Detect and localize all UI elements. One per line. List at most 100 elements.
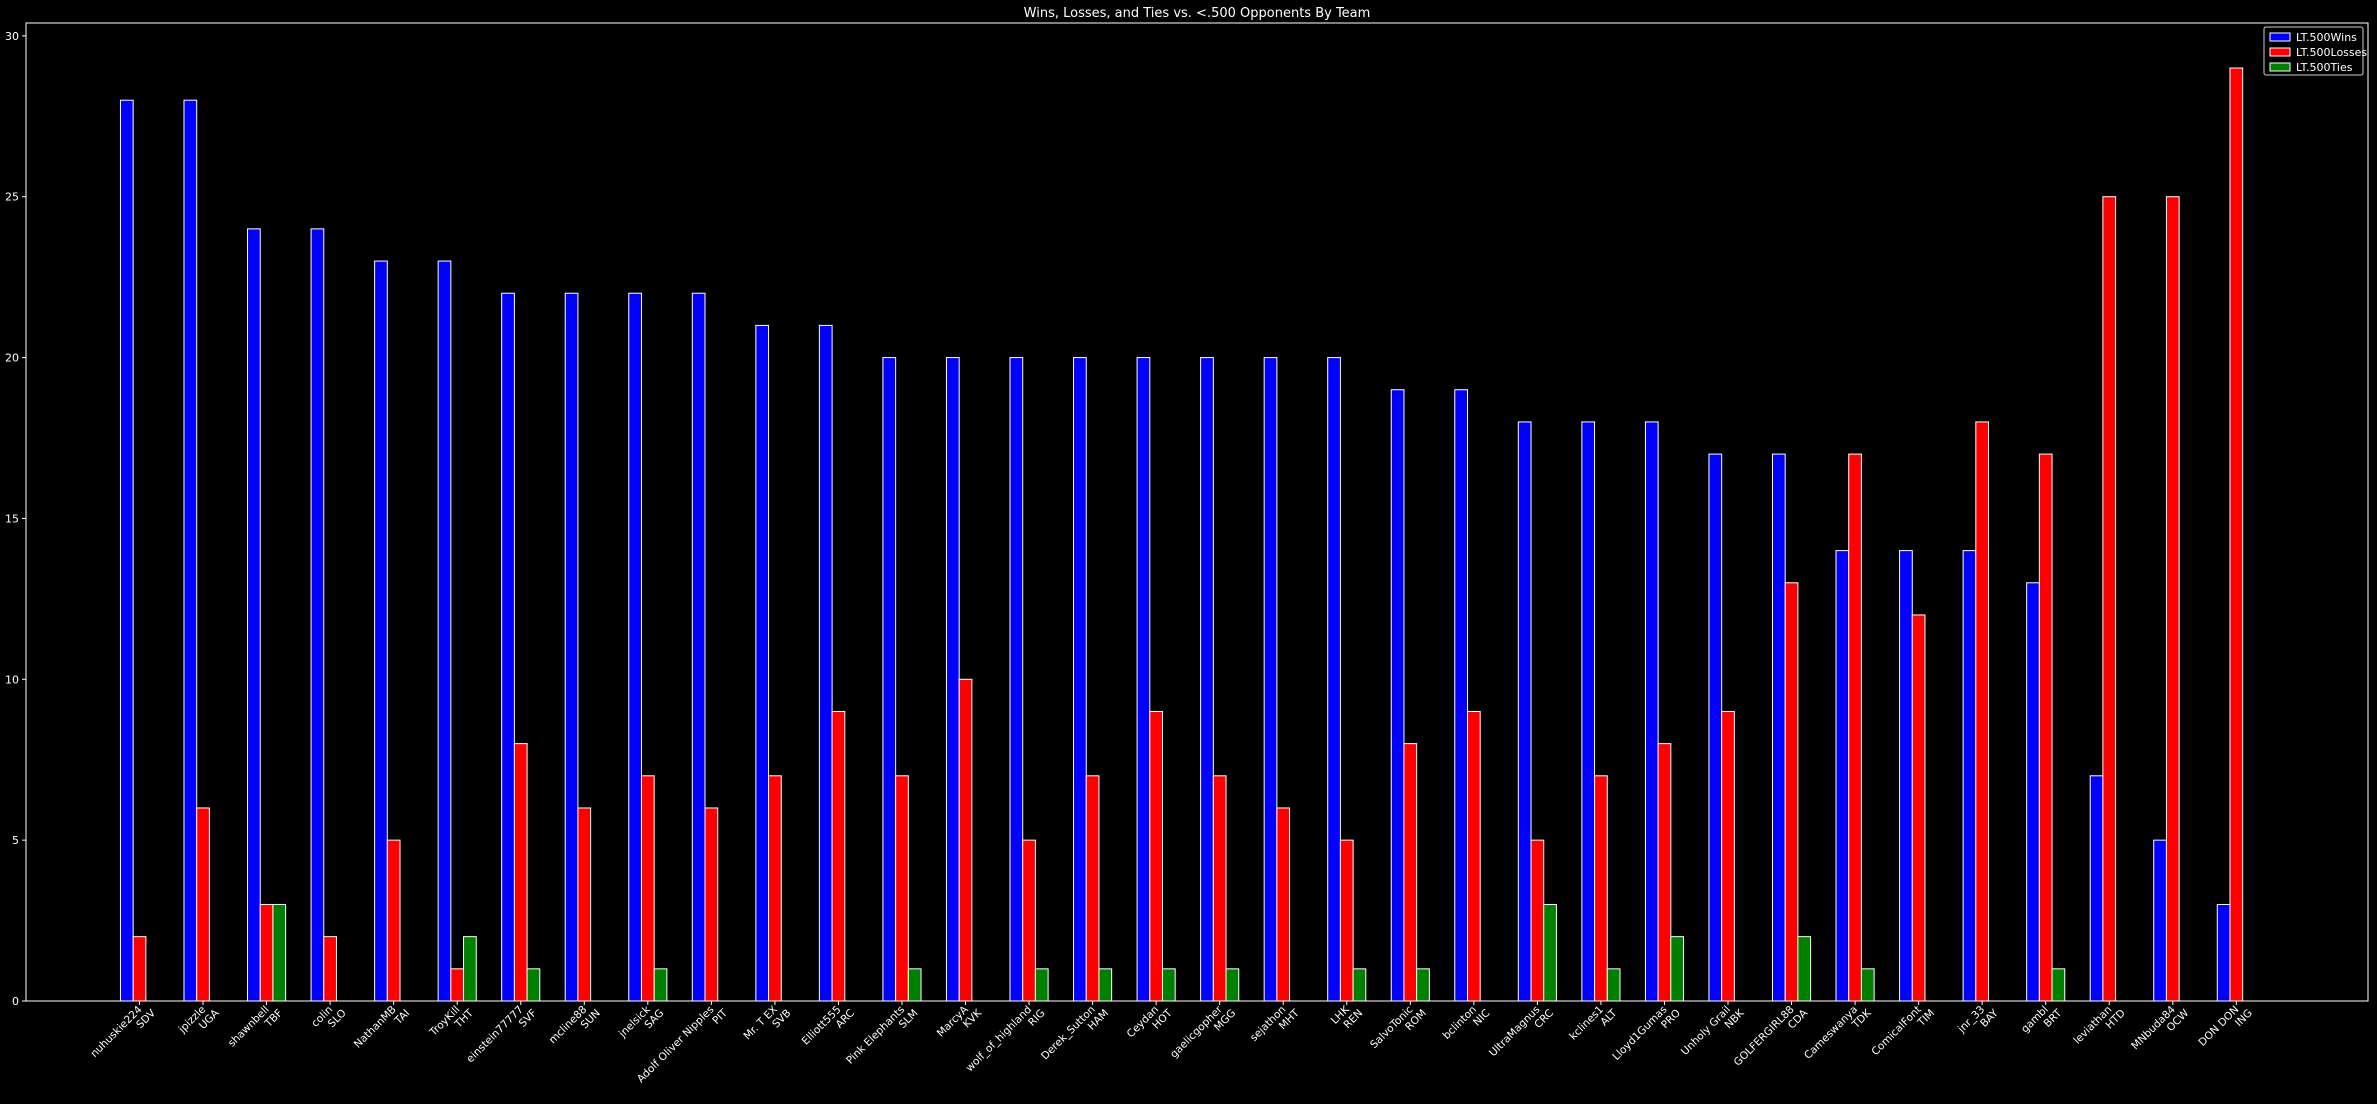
y-tick-label: 25: [5, 191, 19, 204]
bar-lt-500ties: [463, 936, 477, 1002]
bar-lt-500losses: [1085, 775, 1100, 1002]
bar-lt-500losses: [1022, 839, 1036, 1002]
bar-lt-500losses: [768, 775, 782, 1002]
bar-lt-500losses: [577, 807, 592, 1002]
y-tick-label: 10: [5, 673, 19, 686]
bar-lt-500losses: [2229, 67, 2244, 1002]
bar-lt-500losses: [450, 968, 465, 1002]
bar-lt-500wins: [437, 260, 452, 1002]
bar-lt-500ties: [653, 968, 668, 1002]
bar-lt-500wins: [1263, 357, 1278, 1002]
bar-lt-500losses: [1721, 710, 1735, 1002]
bar-lt-500losses: [895, 775, 909, 1002]
bar-lt-500losses: [196, 807, 210, 1002]
y-tick-label: 0: [12, 995, 19, 1008]
y-tick-label: 20: [5, 352, 19, 365]
bar-lt-500losses: [1848, 453, 1862, 1002]
bar-lt-500wins: [1644, 421, 1659, 1002]
bar-lt-500wins: [564, 292, 579, 1002]
bar-lt-500wins: [1835, 550, 1850, 1002]
bar-lt-500ties: [526, 968, 541, 1002]
bar-lt-500wins: [755, 324, 770, 1002]
bar-lt-500ties: [1670, 936, 1685, 1002]
bar-lt-500ties: [1797, 936, 1812, 1002]
bar-lt-500losses: [1276, 807, 1291, 1002]
bar-lt-500ties: [1098, 968, 1113, 1002]
bar-lt-500ties: [1416, 968, 1430, 1002]
bar-lt-500losses: [2038, 453, 2053, 1002]
bar-lt-500losses: [259, 903, 274, 1002]
bar-lt-500losses: [1530, 839, 1545, 1002]
bar-lt-500losses: [1657, 743, 1672, 1002]
bar-lt-500ties: [1225, 968, 1240, 1002]
bar-lt-500wins: [1454, 389, 1468, 1002]
bar-lt-500ties: [2051, 968, 2066, 1002]
bar-lt-500losses: [1149, 710, 1163, 1002]
legend-swatch-lt-500losses: [2269, 47, 2291, 57]
bar-lt-500wins: [1708, 453, 1723, 1002]
bar-lt-500losses: [1403, 743, 1418, 1002]
bar-lt-500losses: [1594, 775, 1608, 1002]
bar-lt-500wins: [1581, 421, 1596, 1002]
legend-swatch-lt-500wins: [2269, 32, 2291, 42]
bar-lt-500wins: [183, 99, 198, 1002]
bar-lt-500losses: [2165, 196, 2180, 1002]
bar-lt-500losses: [1784, 582, 1799, 1002]
bar-lt-500wins: [1136, 357, 1151, 1002]
bar-lt-500wins: [310, 228, 325, 1002]
bar-lt-500wins: [1009, 357, 1024, 1002]
bar-lt-500ties: [1860, 968, 1875, 1002]
bar-lt-500wins: [1899, 550, 1913, 1002]
bar-lt-500losses: [1911, 614, 1926, 1002]
bar-lt-500losses: [513, 743, 528, 1002]
plot-frame: [25, 22, 2369, 1002]
bar-lt-500wins: [2089, 775, 2104, 1002]
bar-lt-500wins: [501, 292, 515, 1002]
bar-lt-500losses: [958, 678, 973, 1002]
legend-label-lt-500ties: LT.500Ties: [2296, 61, 2353, 74]
bar-lt-500wins: [1073, 357, 1087, 1002]
bar-lt-500wins: [374, 260, 388, 1002]
bar-lt-500ties: [907, 968, 922, 1002]
y-tick-label: 5: [12, 834, 19, 847]
bar-lt-500wins: [2216, 903, 2231, 1002]
legend: LT.500Wins LT.500Losses LT.500Ties: [2263, 26, 2367, 76]
bar-lt-500wins: [1390, 389, 1405, 1002]
bar-lt-500wins: [2153, 839, 2167, 1002]
bar-lt-500wins: [1517, 421, 1532, 1002]
bar-lt-500losses: [1212, 775, 1227, 1002]
bar-lt-500wins: [1327, 357, 1341, 1002]
bar-lt-500wins: [1200, 357, 1214, 1002]
bar-lt-500losses: [1466, 710, 1481, 1002]
bar-lt-500wins: [945, 357, 960, 1002]
bar-lt-500ties: [1034, 968, 1049, 1002]
y-tick-label: 15: [5, 512, 19, 525]
bar-lt-500losses: [386, 839, 401, 1002]
bar-lt-500losses: [704, 807, 719, 1002]
bar-lt-500wins: [818, 324, 833, 1002]
bar-lt-500ties: [1606, 968, 1621, 1002]
bar-lt-500wins: [119, 99, 134, 1002]
bar-lt-500wins: [1962, 550, 1977, 1002]
bar-lt-500losses: [1339, 839, 1354, 1002]
bar-lt-500ties: [1543, 903, 1557, 1002]
bar-lt-500losses: [323, 936, 337, 1002]
bar-lt-500losses: [1975, 421, 1990, 1002]
bar-lt-500losses: [831, 710, 846, 1002]
bar-lt-500wins: [2026, 582, 2040, 1002]
y-tick-label: 30: [5, 30, 19, 43]
bar-lt-500losses: [640, 775, 655, 1002]
bar-lt-500wins: [1771, 453, 1786, 1002]
chart-title: Wins, Losses, and Ties vs. <.500 Opponen…: [1024, 6, 1371, 21]
bar-lt-500losses: [2102, 196, 2117, 1002]
bar-lt-500ties: [1352, 968, 1367, 1002]
bar-lt-500wins: [628, 292, 642, 1002]
bar-lt-500wins: [882, 357, 897, 1002]
bar-lt-500ties: [272, 903, 287, 1002]
bar-lt-500losses: [132, 936, 147, 1002]
legend-label-lt-500losses: LT.500Losses: [2296, 46, 2367, 59]
bar-lt-500ties: [1161, 968, 1176, 1002]
